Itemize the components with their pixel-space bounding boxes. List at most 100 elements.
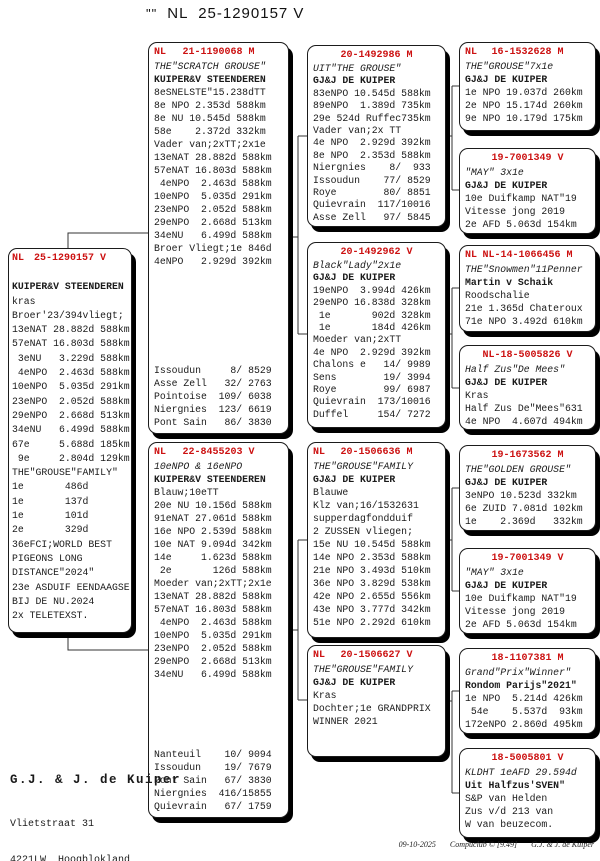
- pedigree-line: Moeder van;2xTT: [313, 334, 402, 346]
- pedigree-line: 36e NPO 3.829d 538km: [313, 578, 431, 589]
- ring-number: NL 16-1532628 M: [465, 46, 590, 60]
- pedigree-line: 23eNPO 2.052d 588km: [154, 204, 272, 215]
- title-ring-number: NL 25-1290157 V: [167, 5, 305, 22]
- ring-number: NL 21-1190068 M: [154, 46, 283, 60]
- pedigree-line: Vitesse jong 2019: [465, 206, 565, 217]
- box-lines: THE"SCRATCH GROUSE" KUIPER&V STEENDEREN 8e…: [154, 60, 283, 268]
- ring-country-prefix: NL: [154, 447, 167, 458]
- pedigree-line: Pont Sain 86/ 3830: [154, 417, 272, 428]
- pedigree-line: Duffel 154/ 7272: [313, 408, 431, 420]
- pedigree-line: Roodschalie: [465, 290, 530, 301]
- pedigree-line: Roye 80/ 8851: [313, 187, 431, 199]
- pedigree-line: Pont Sain 67/ 3830: [154, 775, 272, 786]
- pedigree-line: WINNER 2021: [313, 716, 378, 727]
- ring-value: 20-1506627 V: [340, 650, 413, 661]
- pedigree-line: Moeder van;2xTT;2x1e: [154, 578, 272, 589]
- pedigree-line: 16e NPO 2.539d 588km: [154, 526, 272, 537]
- pedigree-line: 23eNPO 2.052d 588km: [12, 395, 130, 407]
- pedigree-line: 2e 329d: [12, 524, 89, 536]
- owner-address: Vlietstraat 31: [10, 819, 95, 830]
- box-lines: THE"GOLDEN GROUSE" GJ&J DE KUIPER 3eNPO 10…: [465, 463, 590, 528]
- pedigree-line: 3eNU 3.229d 588km: [12, 352, 130, 364]
- pedigree-line: GJ&J DE KUIPER: [313, 75, 396, 87]
- pedigree-line: THE"GROUSE"FAMILY: [313, 664, 413, 675]
- page-title: "" NL 25-1290157 V: [146, 5, 304, 22]
- ring-country-prefix: NL: [313, 447, 326, 458]
- pedigree-line: 29eNPO 2.668d 513km: [154, 217, 272, 228]
- pedigree-line: 2e AFD 5.063d 154km: [465, 219, 577, 230]
- pedigree-line: Kras: [313, 690, 337, 701]
- pedigree-line: 2e AFD 5.063d 154km: [465, 619, 577, 630]
- pedigree-line: Black"Lady"2x1e: [313, 260, 402, 271]
- pedigree-line: [12, 266, 128, 280]
- print-owner: G.J. & J. de Kuiper: [531, 840, 594, 849]
- pedigree-box-sire-dam: 20-1492962 V Black"Lady"2x1e GJ&J DE KUIP…: [307, 242, 446, 428]
- ring-value: 18-5005801 V: [491, 753, 564, 764]
- box-lines: THE"Snowmen"11Penner Martin v Schaik Roods…: [465, 263, 590, 328]
- pedigree-box-dam: NL 22-8455203 V 10eNPO & 16eNPO KUIPER&V S…: [148, 442, 289, 818]
- pedigree-box-gg2: 19-7001349 V "MAY" 3x1e GJ&J DE KUIPER 10e…: [459, 148, 596, 234]
- pedigree-line: 13eNAT 28.882d 588km: [12, 324, 130, 336]
- ring-value: 20-1492962 V: [340, 247, 413, 258]
- owner-city: 4221LW Hoogblokland: [10, 855, 131, 861]
- box-lines: UIT"THE GROUSE" GJ&J DE KUIPER 83eNPO 10.5…: [313, 63, 440, 224]
- box-lines: KLDHT 1eAFD 29.594d Uit Halfzus'SVEN" S&P …: [465, 766, 590, 831]
- pedigree-line: 21e 1.365d Chateroux: [465, 303, 583, 314]
- pedigree-line: supperdagfondduif: [313, 513, 413, 524]
- box-lines: 10eNPO & 16eNPO KUIPER&V STEENDEREN Blauw;…: [154, 460, 283, 681]
- pedigree-line: 34eNU 6.499d 588km: [154, 230, 272, 241]
- ring-country-prefix: NL: [465, 47, 478, 58]
- box-lines: THE"GROUSE"FAMILY GJ&J DE KUIPER Kras Docht…: [313, 663, 440, 728]
- pedigree-line: 10eNPO & 16eNPO: [154, 461, 243, 472]
- pedigree-line: DISTANCE"2024": [12, 567, 95, 579]
- print-program: Compuclub © [9.49]: [449, 840, 518, 849]
- box-lines: KUIPER&V STEENDEREN kras Broer'23/394vlieg…: [12, 266, 130, 623]
- ring-value: 21-1190068 M: [182, 47, 255, 58]
- pedigree-line: Niergnies 123/ 6619: [154, 404, 272, 415]
- pedigree-line: Broer'23/394vliegt;: [12, 309, 124, 321]
- pedigree-line: 13eNAT 28.882d 588km: [154, 152, 272, 163]
- ring-number: 20-1492962 V: [313, 246, 440, 260]
- pedigree-line: THE"GROUSE"FAMILY": [12, 467, 118, 479]
- pedigree-line: 57eNAT 16.803d 588km: [12, 338, 130, 350]
- pedigree-line: Half Zus De"Mees"631: [465, 403, 583, 414]
- pedigree-line: Issoudun 8/ 8529: [154, 365, 272, 376]
- pedigree-line: KUIPER&V STEENDEREN: [12, 281, 124, 293]
- pedigree-box-dam-sire: NL 20-1506636 M THE"GROUSE"FAMILY GJ&J DE …: [307, 442, 446, 638]
- pedigree-line: Grand"Prix"Winner": [465, 667, 571, 678]
- pedigree-line: 8e NU 10.545d 588km: [154, 113, 266, 124]
- pedigree-line: THE"Snowmen"11Penner: [465, 264, 583, 275]
- box-lines: Half Zus"De Mees" GJ&J DE KUIPER Kras Half …: [465, 363, 590, 428]
- pedigree-line: 2e NPO 15.174d 260km: [465, 100, 583, 111]
- pedigree-line: Blauw;10eTT: [154, 487, 219, 498]
- pedigree-line: 29e 524d Ruffec735km: [313, 112, 431, 124]
- ring-number: NL 22-8455203 V: [154, 446, 283, 460]
- pedigree-line: THE"GOLDEN GROUSE": [465, 464, 571, 475]
- pedigree-box-subject: NL 25-1290157 V KUIPER&V STEENDEREN kras Br…: [8, 248, 132, 633]
- pedigree-line: 10eNPO 5.035d 291km: [154, 630, 272, 641]
- pedigree-line: GJ&J DE KUIPER: [465, 580, 548, 591]
- pedigree-line: Asse Zell 32/ 2763: [154, 378, 272, 389]
- ring-number: 19-7001349 V: [465, 552, 590, 566]
- pedigree-line: Kras: [465, 390, 489, 401]
- pedigree-line: 54e 5.537d 93km: [465, 706, 583, 717]
- connector-siresire-parents: [446, 85, 459, 191]
- ring-number: 19-1673562 M: [465, 449, 590, 463]
- pedigree-line: 42e NPO 2.655d 556km: [313, 591, 431, 602]
- pedigree-line: 89eNPO 1.389d 735km: [313, 100, 431, 112]
- box-lines: Black"Lady"2x1e GJ&J DE KUIPER 19eNPO 3.99…: [313, 260, 440, 421]
- pedigree-line: 10e Duifkamp NAT"19: [465, 593, 577, 604]
- pedigree-line: 8e NPO 2.353d 588km: [154, 100, 266, 111]
- pedigree-box-gg7: 18-1107381 M Grand"Prix"Winner" Rondom Pa…: [459, 648, 596, 734]
- ring-value: NL-14-1066456 M: [482, 250, 573, 261]
- ring-number: 18-1107381 M: [465, 652, 590, 666]
- pedigree-line: 4e NPO 4.607d 494km: [465, 416, 583, 427]
- pedigree-line: 9e 2.804d 129km: [12, 452, 130, 464]
- pedigree-line: 57eNAT 16.803d 588km: [154, 165, 272, 176]
- pedigree-line: 10e Duifkamp NAT"19: [465, 193, 577, 204]
- pedigree-box-gg3: NL NL-14-1066456 M THE"Snowmen"11Penner Ma…: [459, 245, 596, 332]
- box-race-tallies: Issoudun 8/ 8529 Asse Zell 32/ 2763 Pointo…: [154, 364, 283, 429]
- pedigree-line: BIJ DE NU.2024: [12, 595, 95, 607]
- pedigree-line: 1e 101d: [12, 510, 89, 522]
- print-footer: 09-10-2025 Compuclub © [9.49] G.J. & J. de…: [399, 840, 594, 849]
